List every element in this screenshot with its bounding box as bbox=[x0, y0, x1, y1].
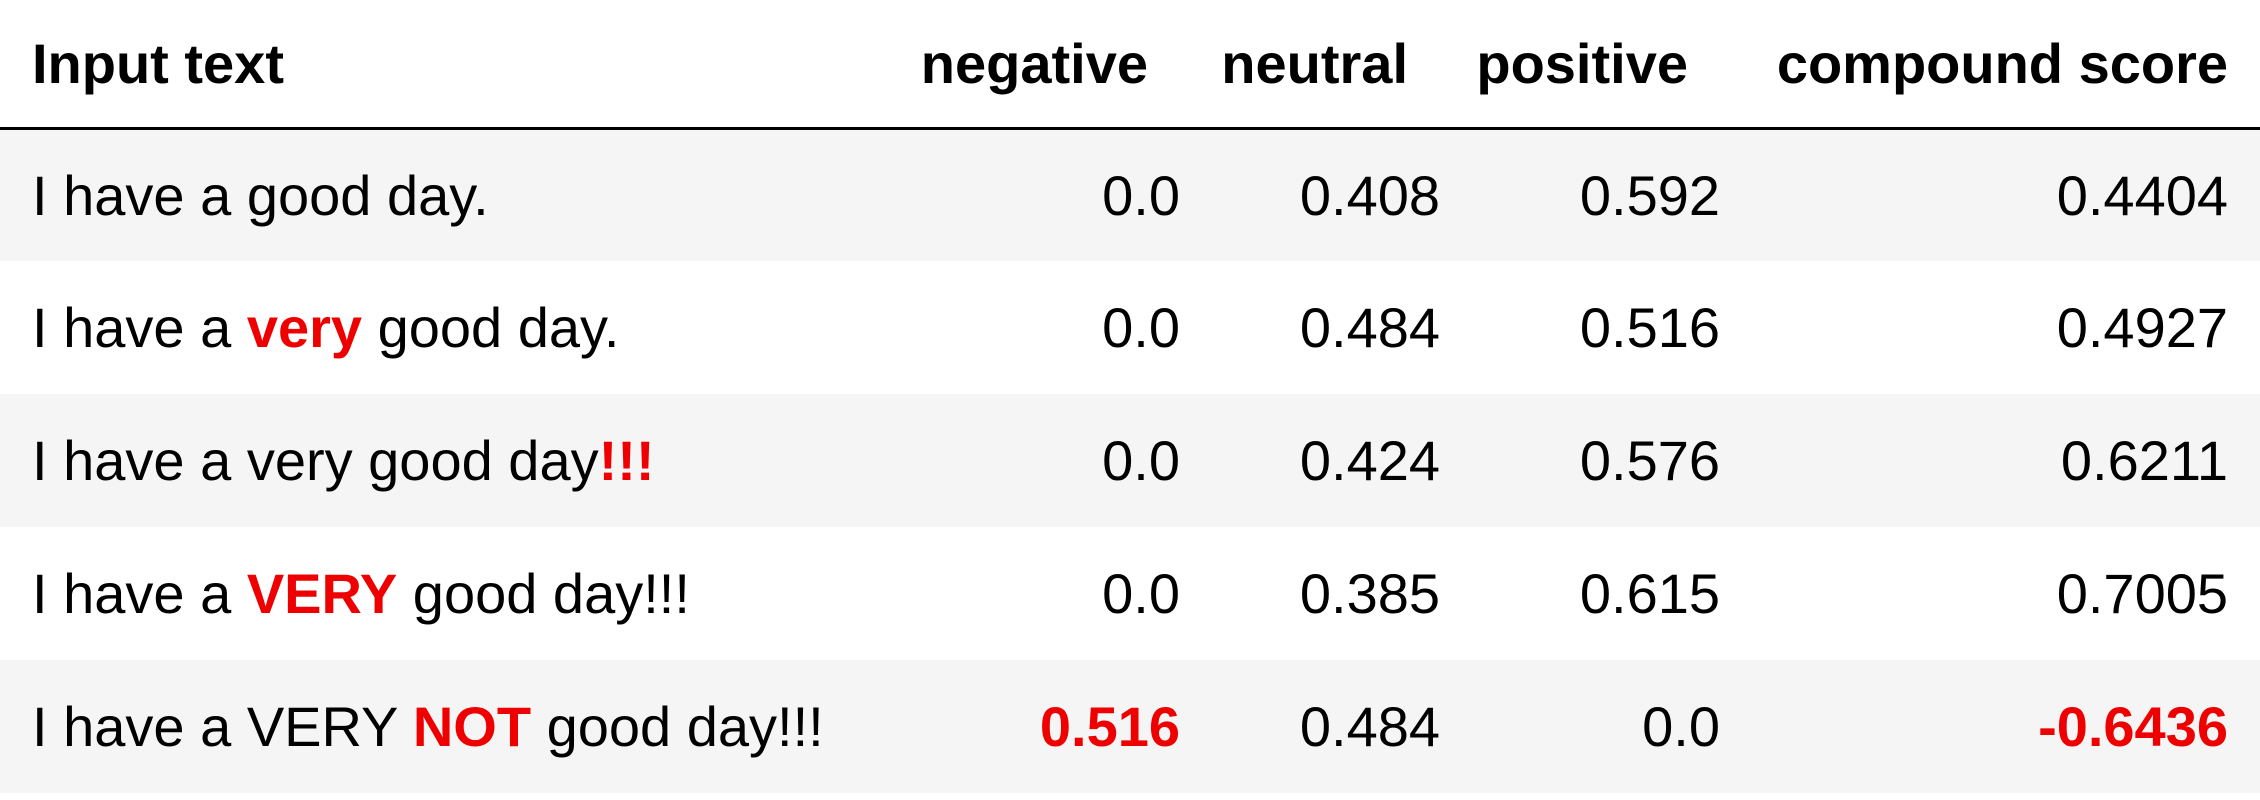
cell-positive: 0.615 bbox=[1440, 527, 1720, 660]
table-row: I have a VERY NOT good day!!! 0.516 0.48… bbox=[0, 660, 2260, 793]
cell-positive: 0.576 bbox=[1440, 394, 1720, 527]
cell-input-text: I have a good day. bbox=[0, 128, 880, 261]
table-body: I have a good day. 0.0 0.408 0.592 0.440… bbox=[0, 128, 2260, 793]
cell-neutral: 0.385 bbox=[1180, 527, 1440, 660]
cell-compound-score: -0.6436 bbox=[1720, 660, 2260, 793]
cell-compound-score: 0.6211 bbox=[1720, 394, 2260, 527]
table-row: I have a very good day. 0.0 0.484 0.516 … bbox=[0, 261, 2260, 394]
input-text-pre: I have a bbox=[32, 296, 247, 359]
input-text-pre: I have a VERY bbox=[32, 695, 413, 758]
input-text-highlight: !!! bbox=[598, 429, 655, 492]
cell-neutral: 0.484 bbox=[1180, 660, 1440, 793]
table-row: I have a good day. 0.0 0.408 0.592 0.440… bbox=[0, 128, 2260, 261]
input-text-pre: I have a bbox=[32, 562, 247, 625]
table-header: Input text negative neutral positive com… bbox=[0, 0, 2260, 130]
input-text-post: good day!!! bbox=[531, 695, 824, 758]
cell-compound-score: 0.7005 bbox=[1720, 527, 2260, 660]
cell-neutral: 0.484 bbox=[1180, 261, 1440, 394]
cell-neutral: 0.424 bbox=[1180, 394, 1440, 527]
cell-compound-score: 0.4404 bbox=[1720, 128, 2260, 261]
cell-negative: 0.0 bbox=[880, 527, 1180, 660]
cell-input-text: I have a VERY good day!!! bbox=[0, 527, 880, 660]
cell-input-text: I have a very good day. bbox=[0, 261, 880, 394]
cell-input-text: I have a VERY NOT good day!!! bbox=[0, 660, 880, 793]
input-text-highlight: VERY bbox=[246, 562, 398, 625]
cell-negative: 0.0 bbox=[880, 394, 1180, 527]
cell-positive: 0.0 bbox=[1440, 660, 1720, 793]
input-text-pre: I have a good day. bbox=[32, 163, 489, 227]
cell-positive: 0.516 bbox=[1440, 261, 1720, 394]
input-text-highlight: NOT bbox=[412, 695, 532, 758]
header-negative: negative bbox=[880, 0, 1180, 130]
input-text-pre: I have a very good day bbox=[32, 429, 599, 492]
input-text-post: good day!!! bbox=[397, 562, 690, 625]
header-positive: positive bbox=[1440, 0, 1720, 130]
table-row: I have a very good day!!! 0.0 0.424 0.57… bbox=[0, 394, 2260, 527]
cell-compound-score: 0.4927 bbox=[1720, 261, 2260, 394]
table-row: I have a VERY good day!!! 0.0 0.385 0.61… bbox=[0, 527, 2260, 660]
cell-positive: 0.592 bbox=[1440, 128, 1720, 261]
cell-input-text: I have a very good day!!! bbox=[0, 394, 880, 527]
cell-negative: 0.516 bbox=[880, 660, 1180, 793]
cell-negative: 0.0 bbox=[880, 128, 1180, 261]
header-row: Input text negative neutral positive com… bbox=[0, 0, 2260, 130]
header-neutral: neutral bbox=[1180, 0, 1440, 130]
header-compound-score: compound score bbox=[1720, 0, 2260, 130]
input-text-highlight: very bbox=[246, 296, 363, 359]
cell-neutral: 0.408 bbox=[1180, 128, 1440, 261]
cell-negative: 0.0 bbox=[880, 261, 1180, 394]
input-text-post: good day. bbox=[362, 296, 620, 359]
header-input-text: Input text bbox=[0, 0, 880, 130]
